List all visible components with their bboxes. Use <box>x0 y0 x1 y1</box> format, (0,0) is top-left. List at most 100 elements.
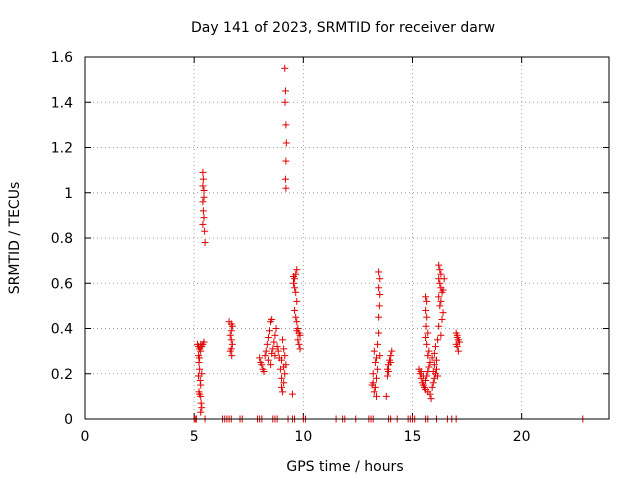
y-tick-label: 0.6 <box>51 276 73 292</box>
data-point <box>282 121 290 129</box>
data-point <box>428 354 436 362</box>
data-point <box>272 325 280 332</box>
data-point <box>375 313 383 321</box>
data-point <box>424 329 432 337</box>
data-point <box>427 395 435 403</box>
data-point <box>436 302 444 310</box>
data-point <box>228 322 236 330</box>
data-point <box>453 343 461 351</box>
data-point <box>439 286 447 294</box>
data-point <box>295 340 303 348</box>
x-tick-label: 0 <box>81 429 90 445</box>
data-point <box>422 377 430 385</box>
data-point <box>428 383 436 391</box>
y-tick-label: 0.4 <box>51 322 73 338</box>
data-point <box>429 367 437 375</box>
data-point <box>376 352 384 360</box>
data-point <box>426 358 434 366</box>
x-tick-label: 10 <box>294 429 312 445</box>
data-point <box>440 275 448 283</box>
data-point <box>429 379 437 387</box>
data-point <box>199 175 207 183</box>
data-point <box>437 331 445 339</box>
data-point <box>282 157 290 165</box>
y-tick-label: 1.6 <box>51 50 73 66</box>
data-point <box>425 363 433 371</box>
data-point <box>294 336 302 344</box>
data-point <box>426 390 434 398</box>
data-point <box>293 266 301 274</box>
data-point <box>228 352 236 360</box>
data-point <box>436 279 444 287</box>
data-point <box>281 370 289 378</box>
data-point <box>228 340 236 348</box>
axis-ticks <box>84 56 609 420</box>
data-point <box>278 374 285 382</box>
data-point <box>256 354 264 362</box>
data-point <box>271 331 279 339</box>
data-point <box>371 383 379 391</box>
data-point <box>281 98 289 106</box>
x-tick-label: 15 <box>404 429 422 445</box>
data-point <box>197 392 205 400</box>
data-point <box>197 408 205 416</box>
data-point <box>268 315 276 323</box>
data-point <box>376 275 384 283</box>
data-point <box>227 336 235 344</box>
data-point <box>422 306 430 314</box>
data-point <box>382 392 390 400</box>
data-point <box>384 367 392 375</box>
data-point <box>422 334 430 342</box>
data-point <box>431 343 439 351</box>
x-tick-label: 5 <box>190 429 199 445</box>
data-point <box>200 186 208 194</box>
data-point <box>290 272 298 280</box>
data-point <box>258 361 266 369</box>
data-point <box>434 336 442 344</box>
data-point <box>374 365 382 373</box>
data-point <box>264 356 272 364</box>
data-point <box>279 336 287 344</box>
data-point <box>274 347 282 355</box>
y-tick-label: 1.2 <box>51 141 73 157</box>
data-point <box>430 349 438 357</box>
y-tick-labels: 0 0.2 0.4 0.6 0.8 1 1.2 1.4 1.6 <box>51 50 73 428</box>
data-point <box>282 139 290 147</box>
data-point <box>280 379 288 387</box>
data-points <box>190 64 587 423</box>
data-point <box>197 381 205 389</box>
data-point <box>453 331 461 339</box>
data-point <box>439 309 447 317</box>
y-axis-label: SRMTID / TECUs <box>7 182 23 295</box>
data-point <box>372 392 380 400</box>
data-point <box>419 372 427 380</box>
data-point <box>433 356 441 364</box>
data-point <box>296 331 304 339</box>
data-point <box>388 347 396 355</box>
data-point <box>422 322 430 330</box>
data-point <box>196 365 204 373</box>
data-point <box>200 193 208 201</box>
data-point <box>267 361 275 369</box>
data-point <box>262 347 270 355</box>
data-point <box>281 64 289 72</box>
data-point <box>260 367 268 375</box>
data-point <box>375 302 383 310</box>
data-point <box>197 347 205 355</box>
data-point <box>197 399 205 407</box>
y-tick-label: 0.2 <box>51 367 73 383</box>
data-point <box>437 270 445 278</box>
data-point <box>423 340 431 348</box>
y-tick-label: 0.8 <box>51 231 73 247</box>
data-point <box>281 175 289 183</box>
data-point <box>370 347 378 355</box>
data-point <box>200 338 208 346</box>
data-point <box>438 315 446 323</box>
data-point <box>265 327 273 335</box>
data-point <box>455 338 463 346</box>
data-point <box>369 370 377 378</box>
x-axis-label: GPS time / hours <box>286 459 403 475</box>
data-point <box>263 340 271 348</box>
data-point <box>370 388 378 396</box>
data-point <box>454 347 462 355</box>
